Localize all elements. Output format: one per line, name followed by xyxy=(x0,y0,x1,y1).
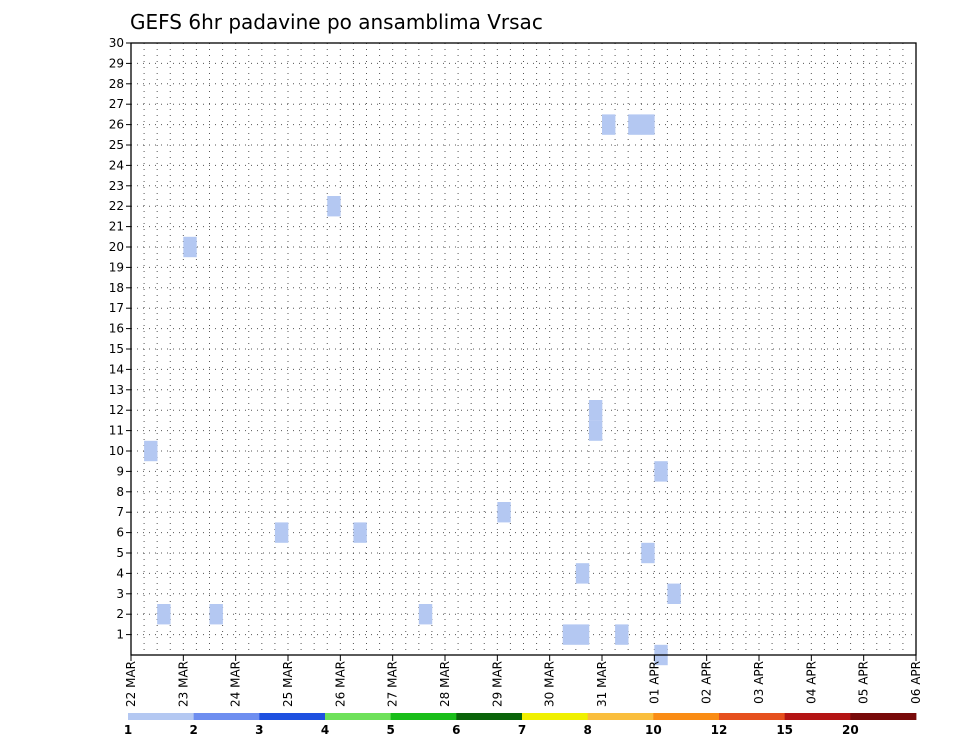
x-tick-label: 26 MAR xyxy=(333,661,347,707)
x-tick-label: 04 APR xyxy=(804,661,818,704)
colorbar-segment xyxy=(128,713,195,720)
chart-title: GEFS 6hr padavine po ansamblima Vrsac xyxy=(130,10,543,34)
y-tick-label: 12 xyxy=(109,403,124,417)
data-cell xyxy=(144,440,158,462)
colorbar-segment xyxy=(850,713,917,720)
x-tick-label: 05 APR xyxy=(857,661,871,704)
data-cell xyxy=(274,522,289,543)
y-tick-label: 6 xyxy=(116,526,124,540)
y-tick-label: 4 xyxy=(116,566,124,580)
y-tick-label: 11 xyxy=(109,424,124,438)
y-axis: 1234567891011121314151617181920212223242… xyxy=(109,36,131,642)
colorbar-segment xyxy=(259,713,326,720)
colorbar-label: 2 xyxy=(189,723,197,737)
colorbar-label: 10 xyxy=(645,723,662,737)
data-cells xyxy=(144,114,681,666)
y-tick-label: 1 xyxy=(116,628,124,642)
y-tick-label: 19 xyxy=(109,260,124,274)
data-cell xyxy=(615,624,629,645)
colorbar: 1 2 3 4 5 6 7 8 10 12 15 20 xyxy=(124,713,917,737)
colorbar-label: 20 xyxy=(842,723,859,737)
x-tick-label: 23 MAR xyxy=(176,661,190,707)
y-tick-label: 18 xyxy=(109,281,124,295)
y-tick-label: 24 xyxy=(109,158,124,172)
x-tick-label: 30 MAR xyxy=(543,661,557,707)
x-tick-label: 03 APR xyxy=(752,661,766,704)
y-tick-label: 7 xyxy=(116,505,124,519)
colorbar-label: 15 xyxy=(776,723,793,737)
y-tick-label: 28 xyxy=(109,77,124,91)
data-cell xyxy=(209,604,223,625)
colorbar-label: 8 xyxy=(583,723,591,737)
y-tick-label: 9 xyxy=(116,464,124,478)
x-tick-label: 22 MAR xyxy=(124,661,138,707)
y-tick-label: 10 xyxy=(109,444,124,458)
x-tick-label: 01 APR xyxy=(647,661,661,704)
x-tick-label: 06 APR xyxy=(909,661,923,704)
colorbar-label: 6 xyxy=(452,723,460,737)
colorbar-label: 4 xyxy=(321,723,329,737)
y-tick-label: 21 xyxy=(109,220,124,234)
grid xyxy=(131,43,916,655)
y-tick-label: 13 xyxy=(109,383,124,397)
colorbar-segment xyxy=(193,713,260,720)
colorbar-segment xyxy=(325,713,392,720)
data-cell xyxy=(641,542,655,564)
y-tick-label: 14 xyxy=(109,362,124,376)
x-axis: 22 MAR 23 MAR 24 MAR 25 MAR 26 MAR 27 MAR 28 M… xyxy=(124,655,923,707)
y-tick-label: 5 xyxy=(116,546,124,560)
y-tick-label: 25 xyxy=(109,138,124,152)
data-cell xyxy=(353,522,367,543)
y-tick-label: 26 xyxy=(109,118,124,132)
x-tick-label: 27 MAR xyxy=(386,661,400,707)
colorbar-label: 3 xyxy=(255,723,263,737)
data-cell xyxy=(588,400,603,421)
x-tick-label: 02 APR xyxy=(700,661,714,704)
y-tick-label: 23 xyxy=(109,179,124,193)
colorbar-label: 12 xyxy=(711,723,728,737)
x-tick-label: 25 MAR xyxy=(281,661,295,707)
y-tick-label: 30 xyxy=(109,36,124,50)
data-cell xyxy=(327,196,341,217)
y-tick-label: 15 xyxy=(109,342,124,356)
colorbar-label: 5 xyxy=(386,723,394,737)
y-tick-label: 29 xyxy=(109,56,124,70)
colorbar-segment xyxy=(390,713,457,720)
colorbar-segment xyxy=(719,713,786,720)
data-cell xyxy=(641,114,655,135)
x-tick-label: 29 MAR xyxy=(490,661,504,707)
data-cell xyxy=(575,563,590,584)
y-tick-label: 20 xyxy=(109,240,124,254)
data-cell xyxy=(628,114,642,135)
y-tick-label: 8 xyxy=(116,485,124,499)
x-tick-label: 31 MAR xyxy=(595,661,609,707)
data-cell xyxy=(497,502,511,523)
y-tick-label: 2 xyxy=(116,607,124,621)
data-cell xyxy=(183,236,197,258)
y-tick-label: 22 xyxy=(109,199,124,213)
colorbar-label: 1 xyxy=(124,723,132,737)
data-cell xyxy=(588,420,603,441)
y-tick-label: 17 xyxy=(109,301,124,315)
data-cell xyxy=(602,114,616,135)
colorbar-label: 7 xyxy=(518,723,526,737)
y-tick-label: 16 xyxy=(109,322,124,336)
x-tick-label: 24 MAR xyxy=(229,661,243,707)
data-cell xyxy=(562,624,577,645)
y-tick-label: 3 xyxy=(116,587,124,601)
data-cell xyxy=(418,604,433,625)
data-cell xyxy=(575,624,590,645)
data-cell xyxy=(667,583,681,604)
x-tick-label: 28 MAR xyxy=(438,661,452,707)
data-cell xyxy=(157,604,171,625)
colorbar-segment xyxy=(784,713,851,720)
colorbar-segment xyxy=(653,713,720,720)
colorbar-segment xyxy=(522,713,589,720)
y-tick-label: 27 xyxy=(109,97,124,111)
colorbar-segment xyxy=(456,713,523,720)
colorbar-segment xyxy=(587,713,654,720)
data-cell xyxy=(654,461,668,482)
